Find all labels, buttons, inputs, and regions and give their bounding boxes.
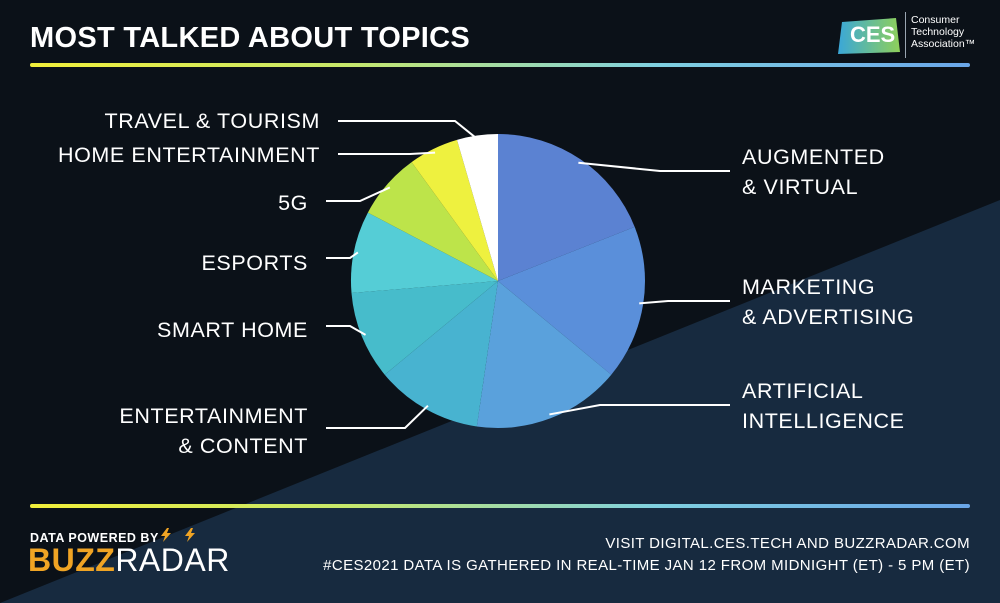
slice-label: SMART HOME (157, 318, 308, 342)
pie-slice (411, 139, 498, 281)
top-divider (30, 63, 970, 67)
slice-label: & ADVERTISING (742, 305, 914, 329)
slice-label: 5G (278, 191, 308, 215)
pie-slice (351, 212, 498, 293)
pie-slice (498, 226, 645, 375)
leader-line (639, 300, 730, 305)
slice-label: ARTIFICIAL (742, 379, 864, 403)
leader-line (338, 151, 436, 155)
footer-visit-text: VISIT DIGITAL.CES.TECH AND BUZZRADAR.COM (605, 535, 970, 552)
bolt-icon (185, 528, 195, 542)
slice-label: & CONTENT (178, 434, 308, 458)
leader-line (326, 186, 391, 202)
brand-buzz: BUZZ (28, 542, 116, 578)
slice-label: AUGMENTED (742, 145, 885, 169)
slice-label: HOME ENTERTAINMENT (58, 143, 320, 167)
footer-data-note: #CES2021 DATA IS GATHERED IN REAL-TIME J… (323, 557, 970, 574)
ces-mark: CES (850, 22, 896, 47)
pie-slice (351, 281, 498, 375)
leader-line (326, 325, 367, 336)
leader-line (338, 120, 479, 141)
logo-divider (905, 12, 906, 58)
pie-slice (456, 134, 498, 281)
ces-badge-icon (838, 18, 900, 54)
pie-slice (498, 134, 635, 281)
slice-label: INTELLIGENCE (742, 409, 905, 433)
pie-slice (384, 281, 498, 427)
buzzradar-logo: BUZZRADAR (28, 542, 230, 579)
ces-org-name: Consumer Technology Association™ (911, 14, 976, 50)
leader-line (549, 404, 730, 416)
pie-slice (367, 162, 498, 281)
brand-radar: RADAR (115, 542, 230, 578)
slice-label: ENTERTAINMENT (119, 404, 308, 428)
pie-slice (476, 281, 612, 428)
powered-by-label: DATA POWERED BY (30, 531, 159, 545)
leader-line (326, 404, 429, 429)
bolt-icon (161, 528, 171, 542)
slice-label: ESPORTS (201, 251, 308, 275)
page-title: MOST TALKED ABOUT TOPICS (30, 22, 471, 54)
ces-logo: CES Consumer Technology Association™ (838, 12, 978, 58)
leader-line (326, 251, 359, 259)
slice-label: MARKETING (742, 275, 875, 299)
bottom-divider (30, 504, 970, 508)
slice-label: & VIRTUAL (742, 175, 858, 199)
slice-label: TRAVEL & TOURISM (105, 109, 321, 133)
leader-line (578, 161, 730, 172)
